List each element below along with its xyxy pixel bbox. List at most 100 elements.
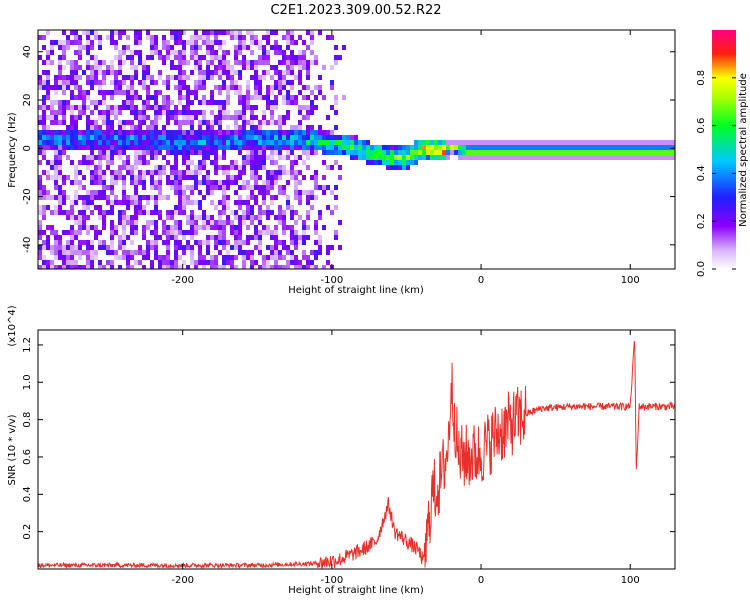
spectrogram-cell [278,115,282,120]
spectrogram-cell [566,145,570,150]
spectrogram-cell [110,80,114,85]
spectrogram-cell [298,195,302,200]
spectrogram-cell [50,160,54,165]
spectrogram-cell [178,60,182,65]
y-tick-label: 1.0 [22,374,33,390]
spectrogram-cell [614,145,618,150]
spectrogram-cell [166,175,170,180]
spectrogram-cell [134,195,138,200]
spectrogram-cell [62,145,66,150]
spectrogram-cell [254,60,258,65]
spectrogram-cell [254,95,258,100]
spectrogram-cell [190,220,194,225]
spectrogram-cell [202,260,206,265]
spectrogram-cell [218,210,222,215]
spectrogram-cell [126,95,130,100]
spectrogram-cell [470,150,474,155]
spectrogram-cell [618,145,622,150]
spectrogram-cell [46,190,50,195]
spectrogram-cell [326,115,330,120]
spectrogram-cell [522,150,526,155]
spectrogram-cell [642,140,646,145]
spectrogram-cell [166,240,170,245]
spectrogram-cell [254,140,258,145]
spectrogram-cell [194,180,198,185]
spectrogram-cell [298,130,302,135]
spectrogram-cell [670,150,674,155]
spectrogram-cell [446,150,450,155]
spectrogram-cell [210,130,214,135]
spectrogram-cell [86,265,90,269]
spectrogram-cell [202,175,206,180]
spectrogram-cell [38,80,42,85]
spectrogram-cell [198,110,202,115]
spectrogram-cell [46,225,50,230]
spectrogram-cell [222,60,226,65]
spectrogram-cell [114,145,118,150]
spectrogram-cell [226,145,230,150]
spectrogram-cell [214,180,218,185]
spectrogram-cell [90,150,94,155]
spectrogram-cell [478,155,482,160]
spectrogram-cell [198,125,202,130]
spectrogram-cell [70,200,74,205]
spectrogram-cell [142,210,146,215]
spectrogram-cell [146,55,150,60]
spectrogram-cell [186,150,190,155]
spectrogram-cell [290,225,294,230]
spectrogram-cell [178,120,182,125]
spectrogram-cell [170,110,174,115]
spectrogram-cell [82,205,86,210]
spectrogram-cell [422,155,426,160]
spectrogram-cell [122,220,126,225]
spectrogram-cell [154,125,158,130]
spectrogram-cell [406,165,410,170]
spectrogram-cell [226,125,230,130]
spectrogram-cell [174,245,178,250]
spectrogram-cell [38,145,42,150]
spectrogram-cell [170,145,174,150]
spectrogram-cell [178,50,182,55]
spectrogram-cell [102,60,106,65]
spectrogram-cell [206,240,210,245]
spectrogram-cell [130,110,134,115]
spectrogram-cell [318,75,322,80]
spectrogram-cell [162,225,166,230]
spectrogram-cell [226,60,230,65]
spectrogram-cell [178,170,182,175]
spectrogram-cell [46,90,50,95]
snr-series-line [38,341,675,569]
spectrogram-cell [258,45,262,50]
spectrogram-cell [214,115,218,120]
spectrogram-cell [190,115,194,120]
spectrogram-cell [234,210,238,215]
spectrogram-cell [206,35,210,40]
spectrogram-cell [46,75,50,80]
spectrogram-cell [154,35,158,40]
spectrogram-cell [450,140,454,145]
spectrogram-cell [122,180,126,185]
spectrogram-cell [106,250,110,255]
spectrogram-cell [86,240,90,245]
spectrogram-cell [298,80,302,85]
spectrogram-cell [206,130,210,135]
spectrogram-cell [370,160,374,165]
spectrogram-cell [74,140,78,145]
spectrogram-cell [290,210,294,215]
spectrogram-cell [70,70,74,75]
spectrogram-cell [146,95,150,100]
spectrogram-cell [154,120,158,125]
spectrogram-cell [286,110,290,115]
spectrogram-cell [278,170,282,175]
spectrogram-cell [58,200,62,205]
spectrogram-cell [146,255,150,260]
spectrogram-cell [178,95,182,100]
spectrogram-cell [154,130,158,135]
spectrogram-cell [234,175,238,180]
spectrogram-cell [210,45,214,50]
spectrogram-cell [306,145,310,150]
spectrogram-cell [194,40,198,45]
spectrogram-cell [70,115,74,120]
spectrogram-cell [226,200,230,205]
spectrogram-cell [170,65,174,70]
